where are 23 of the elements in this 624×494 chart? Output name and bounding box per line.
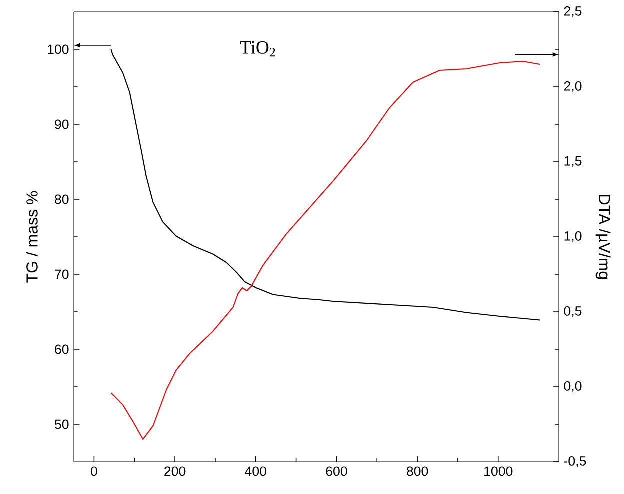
y2-tick-label: 1,0 bbox=[564, 231, 582, 243]
x-tick-label: 400 bbox=[245, 466, 266, 476]
y-tick-label: 80 bbox=[55, 194, 69, 204]
y2-tick-label: -0,5 bbox=[564, 456, 586, 468]
x-tick-label: 800 bbox=[407, 466, 428, 476]
text: TiO$_{2}$ bbox=[240, 41, 276, 57]
y2-tick-label: 2,5 bbox=[564, 6, 582, 18]
y-tick-label: 90 bbox=[55, 120, 69, 130]
y2-tick-label: 2,0 bbox=[564, 81, 582, 93]
y2-tick-label: 1,5 bbox=[564, 156, 582, 168]
y-tick-label: 100 bbox=[48, 44, 69, 54]
x-tick-label: 1000 bbox=[484, 466, 513, 476]
x-tick-label: 200 bbox=[164, 466, 186, 476]
x-tick-label: 0 bbox=[91, 466, 98, 476]
y2-tick-label: 0,0 bbox=[564, 381, 582, 393]
y-tick-label: 70 bbox=[55, 270, 69, 280]
y2-tick-label: 0,5 bbox=[564, 306, 582, 318]
x-tick-label: 600 bbox=[326, 466, 348, 476]
y-tick-label: 50 bbox=[55, 420, 69, 430]
line-series bbox=[110, 60, 541, 440]
y-axis-title: TG / mass % bbox=[26, 191, 38, 283]
y-tick-label: 60 bbox=[55, 344, 69, 354]
y2-axis-title: DTA /µV/mg bbox=[596, 195, 611, 280]
